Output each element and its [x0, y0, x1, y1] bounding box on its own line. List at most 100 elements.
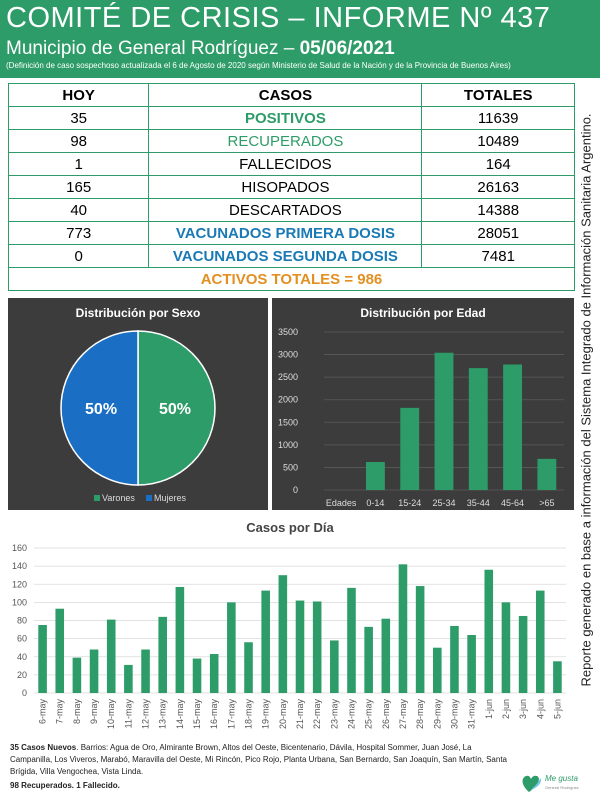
logo-text: Me gusta [545, 774, 578, 783]
case-label: VACUNADOS SEGUNDA DOSIS [148, 244, 423, 268]
case-label: DESCARTADOS [148, 198, 423, 222]
day-bar [261, 590, 270, 693]
activos-row: ACTIVOS TOTALES = 986 [8, 267, 575, 291]
day-bar [106, 619, 116, 693]
table-row: 165 HISOPADOS 26163 [7, 175, 575, 199]
y-tick-label: 140 [12, 561, 27, 571]
total-value: 164 [421, 152, 575, 176]
case-label: HISOPADOS [148, 175, 423, 199]
x-tick-label: 31-may [467, 699, 477, 730]
age-distribution-panel: Distribución por Edad 0 500 1000 1500 2000 25… [272, 298, 574, 510]
recovered-summary: 98 Recuperados. 1 Fallecido. [10, 781, 120, 790]
x-tick-label: 25-34 [432, 498, 455, 508]
x-tick-label: 7-may [55, 699, 65, 725]
today-value: 98 [7, 129, 150, 153]
activos-totales: ACTIVOS TOTALES = 986 [8, 267, 575, 291]
x-tick-label: 17-may [226, 699, 236, 730]
total-value: 28051 [421, 221, 575, 245]
y-tick-label: 2500 [278, 372, 298, 382]
y-tick-label: 100 [12, 597, 27, 607]
x-tick-label: 15-may [192, 699, 202, 730]
x-tick-label: 30-may [449, 699, 459, 730]
day-bar [244, 642, 253, 693]
footer-notes: 35 Casos Nuevos. Barrios: Agua de Oro, A… [10, 742, 515, 792]
daily-chart-title: Casos por Día [246, 520, 334, 535]
x-tick-label: 4-jun [535, 699, 545, 719]
x-tick-label: 5-jun [552, 699, 562, 719]
day-bar [450, 625, 459, 693]
pie-data-label: 50% [159, 401, 191, 418]
x-tick-label: 24-may [346, 699, 356, 730]
day-bar [364, 626, 373, 693]
y-tick-label: 80 [17, 616, 27, 626]
x-tick-label: 26-may [381, 699, 391, 730]
x-tick-label: 25-may [364, 699, 374, 730]
day-bar [433, 647, 442, 693]
me-gusta-logo: Me gusta General Rodríguez [522, 774, 579, 792]
age-bar-chart: 0 500 1000 1500 2000 2500 3000 3500 Edades 0-14 15… [278, 327, 564, 508]
x-tick-label: 13-may [158, 699, 168, 730]
case-label: VACUNADOS PRIMERA DOSIS [148, 221, 423, 245]
day-bar [330, 640, 339, 693]
report-subtitle: Municipio de General Rodríguez – 05/06/2… [6, 38, 395, 60]
total-value: 10489 [421, 129, 575, 153]
day-bar [209, 654, 219, 693]
age-bar [537, 458, 557, 490]
day-bar [381, 618, 391, 693]
day-bar [398, 564, 408, 693]
column-header-totales: TOTALES [421, 83, 575, 107]
x-tick-label: 28-may [415, 699, 425, 730]
y-tick-label: 500 [283, 462, 298, 472]
table-row: 1 FALLECIDOS 164 [7, 152, 575, 176]
table-row: 0 VACUNADOS SEGUNDA DOSIS 7481 [7, 244, 575, 268]
new-cases-paragraph: 35 Casos Nuevos. Barrios: Agua de Oro, A… [10, 742, 515, 778]
case-label: FALLECIDOS [148, 152, 423, 176]
y-tick-label: 3500 [278, 327, 298, 337]
day-bar [72, 657, 82, 693]
pie-data-label: 50% [85, 401, 117, 418]
x-tick-label: 0-14 [366, 498, 384, 508]
y-tick-label: 20 [17, 670, 27, 680]
legend-label-mujeres: Mujeres [154, 493, 187, 503]
y-tick-label: 160 [12, 543, 27, 553]
column-header-hoy: HOY [7, 83, 150, 107]
day-bar [192, 658, 202, 693]
column-header-casos: CASOS [148, 83, 423, 107]
day-bar [141, 649, 150, 693]
day-bar [158, 616, 167, 693]
day-bar [518, 615, 528, 693]
y-tick-label: 0 [293, 485, 298, 495]
today-value: 165 [7, 175, 150, 199]
today-value: 1 [7, 152, 150, 176]
y-tick-label: 1000 [278, 440, 298, 450]
x-tick-label: 19-may [261, 699, 271, 730]
day-bar [175, 586, 185, 693]
x-tick-label: 23-may [329, 699, 339, 730]
x-tick-label: 3-jun [518, 699, 528, 719]
x-tick-label: 20-may [278, 699, 288, 730]
heart-logo-icon [522, 775, 539, 792]
today-value: 773 [7, 221, 150, 245]
y-tick-label: 1500 [278, 417, 298, 427]
report-header: COMITÉ DE CRISIS – INFORME Nº 437 Munici… [0, 0, 600, 78]
age-bar [434, 352, 454, 490]
day-bar [484, 569, 494, 693]
x-tick-label: 8-may [72, 699, 82, 725]
cases-table: HOY CASOS TOTALES 35 POSITIVOS 11639 98 … [7, 83, 575, 291]
age-bar [503, 364, 522, 490]
x-tick-label: 35-44 [467, 498, 490, 508]
report-title: COMITÉ DE CRISIS – INFORME Nº 437 [6, 2, 551, 34]
table-row: 98 RECUPERADOS 10489 [7, 129, 575, 153]
table-row: 35 POSITIVOS 11639 [7, 106, 575, 130]
y-tick-label: 2000 [278, 395, 298, 405]
x-tick-label: 21-may [295, 699, 305, 730]
total-value: 11639 [421, 106, 575, 130]
day-bar [501, 602, 511, 693]
day-bar [535, 590, 545, 693]
case-label: POSITIVOS [148, 106, 423, 130]
y-tick-label: 0 [22, 688, 27, 698]
age-bar [468, 368, 488, 490]
day-bar [295, 600, 305, 693]
municipality-label: Municipio de General Rodríguez – [6, 38, 300, 59]
day-bar [467, 635, 476, 693]
